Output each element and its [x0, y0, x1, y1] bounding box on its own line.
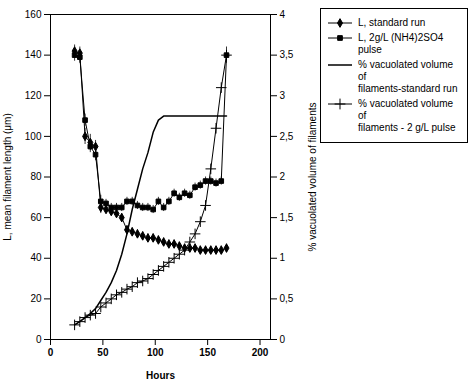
svg-text:0: 0: [280, 334, 286, 345]
svg-text:L, mean filament length (μm): L, mean filament length (μm): [2, 113, 13, 240]
svg-text:60: 60: [30, 212, 42, 223]
html-text:% vacuolated volume of filamen: % vacuolated volume of filaments - 2 g/L…: [358, 98, 456, 133]
svg-text:3,5: 3,5: [280, 49, 294, 60]
svg-text:1,5: 1,5: [280, 212, 294, 223]
svg-text:% vacuolated volume of filamen: % vacuolated volume of filaments: [307, 103, 318, 252]
svg-text:2,5: 2,5: [280, 131, 294, 142]
svg-text:100: 100: [147, 347, 164, 358]
svg-text:80: 80: [30, 171, 42, 182]
svg-text:0,5: 0,5: [280, 293, 294, 304]
svg-text:1: 1: [280, 252, 286, 263]
svg-text:2: 2: [280, 171, 286, 182]
svg-text:160: 160: [25, 9, 42, 20]
svg-text:50: 50: [97, 347, 109, 358]
svg-text:140: 140: [25, 49, 42, 60]
svg-text:0: 0: [48, 347, 54, 358]
svg-text:200: 200: [252, 347, 269, 358]
svg-text:150: 150: [199, 347, 216, 358]
html-text:L, standard run: L, standard run: [358, 17, 426, 28]
svg-text:0: 0: [36, 334, 42, 345]
svg-text:100: 100: [25, 131, 42, 142]
html-text:% vacuolated volume of filamen: % vacuolated volume of filaments-standar…: [358, 59, 458, 94]
svg-text:20: 20: [30, 293, 42, 304]
svg-text:Hours: Hours: [146, 370, 175, 381]
svg-text:40: 40: [30, 252, 42, 263]
html-text:L, 2g/L (NH4)2SO4 pulse: L, 2g/L (NH4)2SO4 pulse: [358, 32, 444, 55]
svg-text:4: 4: [280, 9, 286, 20]
svg-text:120: 120: [25, 90, 42, 101]
svg-text:3: 3: [280, 90, 286, 101]
